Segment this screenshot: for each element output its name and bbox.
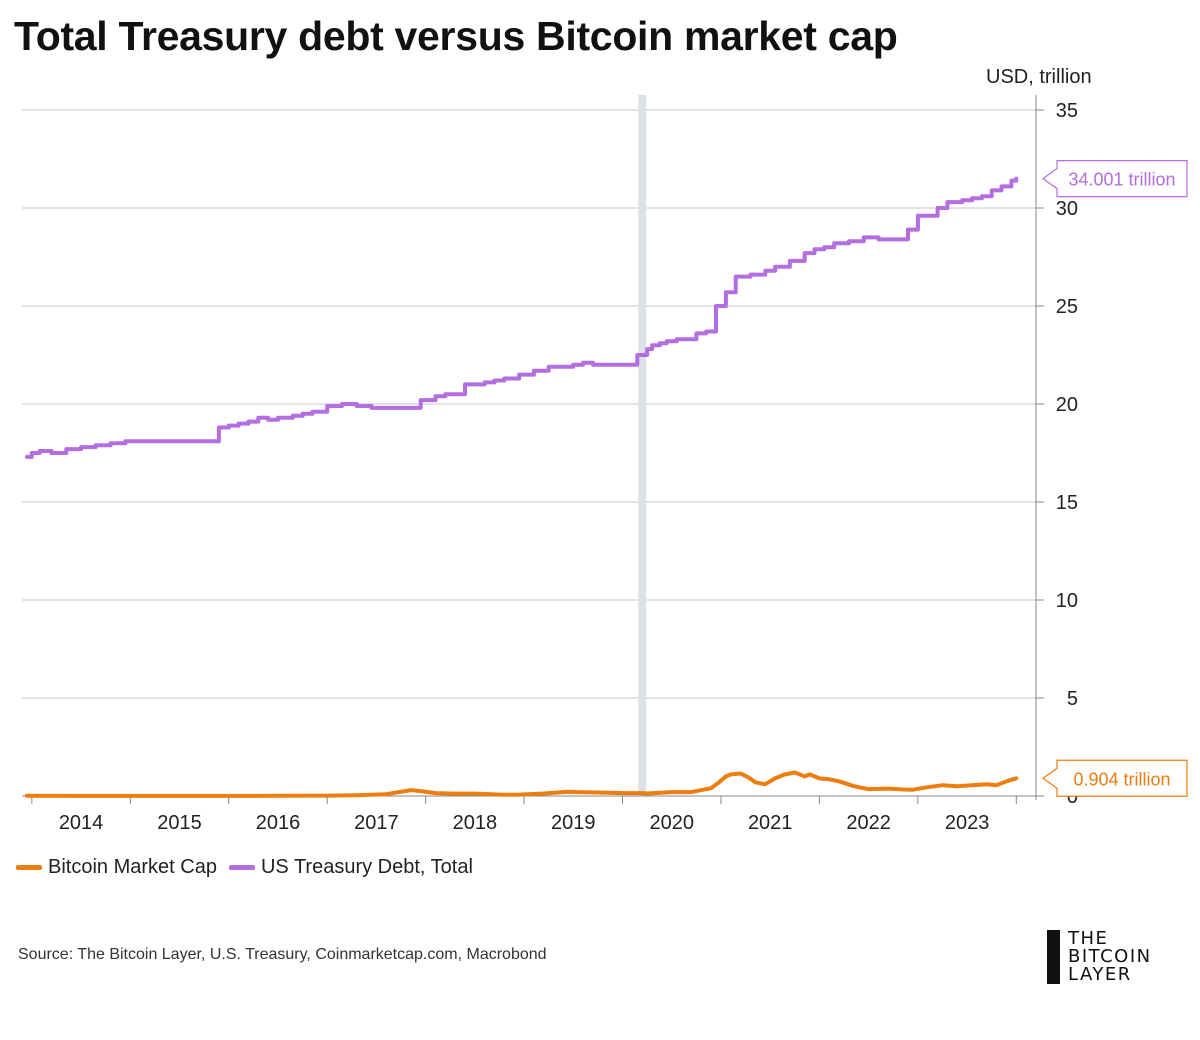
x-tick-label-2015: 2015 xyxy=(157,812,202,834)
legend-label-treasury: US Treasury Debt, Total xyxy=(260,856,473,878)
series-layer xyxy=(24,176,1019,798)
logo-line-1: THE xyxy=(1068,928,1109,949)
bitcoin-market-cap-line xyxy=(24,770,1019,798)
highlight-band xyxy=(638,95,647,796)
grid-layer xyxy=(22,109,1036,797)
x-tick-label-2022: 2022 xyxy=(846,812,891,834)
legend: Bitcoin Market Cap US Treasury Debt, Tot… xyxy=(16,856,473,879)
highlight-band-layer xyxy=(638,95,647,796)
y-tick-label-0: 0 xyxy=(1067,786,1078,808)
y-tick-label-20: 20 xyxy=(1056,394,1078,416)
end-label-text-0: 34.001 trillion xyxy=(1068,170,1175,190)
logo-line-2: BITCOIN xyxy=(1068,946,1152,967)
end-label-text-1: 0.904 trillion xyxy=(1073,769,1170,789)
logo-bar-icon xyxy=(1047,930,1060,984)
legend-swatch-bitcoin xyxy=(16,865,42,870)
y-tick-label-10: 10 xyxy=(1056,590,1078,612)
source-note: Source: The Bitcoin Layer, U.S. Treasury… xyxy=(18,946,547,963)
end-label-box-1 xyxy=(1041,759,1188,797)
x-tick-label-2018: 2018 xyxy=(453,812,498,834)
x-tick-label-2020: 2020 xyxy=(649,812,694,834)
x-tick-label-2023: 2023 xyxy=(945,812,990,834)
y-axis-unit-label: USD, trillion xyxy=(986,66,1092,88)
y-tick-label-35: 35 xyxy=(1056,100,1078,122)
axis-layer: 0 5 10 15 20 25 30 35 2014 2015 2016 2017 2018 2019 20… xyxy=(22,95,1078,834)
y-tick-label-5: 5 xyxy=(1067,688,1078,710)
y-tick-label-15: 15 xyxy=(1056,492,1078,514)
x-tick-label-2019: 2019 xyxy=(551,812,596,834)
end-label-box-0 xyxy=(1041,160,1188,198)
logo-line-3: LAYER xyxy=(1068,964,1132,985)
y-tick-label-25: 25 xyxy=(1056,296,1078,318)
legend-label-bitcoin: Bitcoin Market Cap xyxy=(48,856,217,878)
chart-title: Total Treasury debt versus Bitcoin marke… xyxy=(14,13,898,59)
legend-item-treasury[interactable]: US Treasury Debt, Total xyxy=(228,856,473,879)
bitcoin-layer-logo: THE BITCOIN LAYER xyxy=(1047,930,1152,984)
chart-svg: 0 5 10 15 20 25 30 35 2014 2015 2016 2017 2018 2019 20… xyxy=(22,95,1188,834)
end-label-layer: 34.001 trillion 0.904 trillion xyxy=(1041,160,1188,797)
treasury-debt-line xyxy=(24,176,1019,459)
x-tick-label-2021: 2021 xyxy=(748,812,793,834)
x-tick-label-2014: 2014 xyxy=(59,812,104,834)
treasury-end-label: 34.001 trillion xyxy=(1041,160,1188,198)
bitcoin-end-label: 0.904 trillion xyxy=(1041,759,1188,797)
legend-swatch-treasury xyxy=(228,865,255,870)
x-tick-label-2017: 2017 xyxy=(354,812,399,834)
legend-item-bitcoin[interactable]: Bitcoin Market Cap xyxy=(16,856,217,879)
x-tick-label-2016: 2016 xyxy=(256,812,301,834)
y-tick-label-30: 30 xyxy=(1056,198,1078,220)
